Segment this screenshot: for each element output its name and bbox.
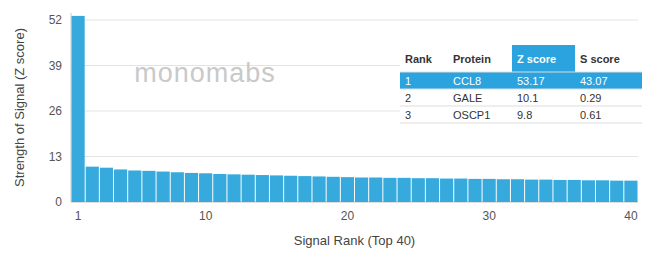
bar	[483, 179, 496, 202]
bar	[582, 180, 595, 202]
bar	[624, 181, 637, 202]
bar	[497, 179, 510, 202]
bar	[383, 178, 396, 202]
bar	[568, 180, 581, 202]
bar	[284, 176, 297, 202]
bar	[468, 179, 481, 202]
table-rule	[400, 106, 642, 107]
table-rule	[400, 72, 642, 73]
bar	[298, 176, 311, 202]
y-tick-label: 52	[49, 13, 63, 27]
x-tick-label: 40	[624, 209, 638, 223]
bar	[157, 172, 170, 202]
y-tick-label: 0	[55, 195, 62, 209]
y-tick-label: 26	[49, 104, 63, 118]
bar	[227, 174, 240, 202]
bar	[213, 174, 226, 202]
bar	[199, 173, 212, 202]
table-cell: CCL8	[453, 75, 481, 87]
table-rule	[400, 123, 642, 124]
table-cell: OSCP1	[453, 109, 490, 121]
row-highlight	[400, 72, 642, 89]
y-tick-label: 13	[49, 150, 63, 164]
bar	[355, 178, 368, 203]
table-cell: 10.1	[517, 92, 538, 104]
bar	[369, 178, 382, 203]
table-header: Z score	[517, 53, 556, 65]
table-cell: 1	[405, 75, 411, 87]
bar	[525, 180, 538, 202]
bar	[426, 178, 439, 202]
bar	[398, 178, 411, 202]
table: Rank Protein Z score S score 1 CCL8 53.17 43.07…	[400, 45, 642, 123]
table-cell: GALE	[453, 92, 482, 104]
bar	[596, 180, 609, 202]
bar	[185, 173, 198, 202]
x-tick-label: 20	[341, 209, 355, 223]
bar	[72, 16, 85, 202]
table-cell: 2	[405, 92, 411, 104]
y-axis-line	[71, 13, 72, 202]
y-axis-title: Strength of Signal (Z score)	[12, 28, 27, 187]
table-header: Protein	[453, 53, 491, 65]
bar	[412, 178, 425, 202]
y-tick-label: 39	[49, 59, 63, 73]
table-cell: 0.29	[580, 92, 601, 104]
table-header: Rank	[405, 53, 433, 65]
watermark: monomabs	[134, 58, 276, 88]
chart: 013263952monomabs110203040Signal Rank (T…	[0, 0, 650, 260]
bar	[242, 175, 255, 202]
table-bg	[400, 45, 642, 123]
bar	[270, 175, 283, 202]
table-cell: 0.61	[580, 109, 601, 121]
bar	[553, 180, 566, 202]
bar	[440, 179, 453, 202]
header-highlight	[512, 45, 575, 72]
grid-line	[71, 202, 638, 203]
x-axis-title: Signal Rank (Top 40)	[294, 233, 415, 248]
bar	[142, 171, 155, 202]
table-cell: 9.8	[517, 109, 532, 121]
bar	[100, 168, 113, 202]
bar	[86, 167, 99, 202]
grid-line	[71, 156, 638, 157]
table-cell: 53.17	[517, 75, 545, 87]
x-axis-line	[71, 202, 638, 203]
table-header: S score	[580, 53, 620, 65]
bar	[454, 179, 467, 202]
bar	[341, 177, 354, 202]
bar	[327, 177, 340, 202]
x-tick-label: 30	[482, 209, 496, 223]
bar	[610, 181, 623, 202]
table-cell: 3	[405, 109, 411, 121]
bar	[171, 172, 184, 202]
bar	[128, 171, 141, 203]
bar	[539, 180, 552, 202]
bar	[114, 169, 127, 202]
grid-line	[71, 20, 638, 21]
bar	[256, 175, 269, 202]
x-tick-label: 1	[75, 209, 82, 223]
bar	[312, 176, 325, 202]
bar	[511, 179, 524, 202]
table-rule	[400, 89, 642, 90]
table-cell: 43.07	[580, 75, 608, 87]
x-tick-label: 10	[199, 209, 213, 223]
